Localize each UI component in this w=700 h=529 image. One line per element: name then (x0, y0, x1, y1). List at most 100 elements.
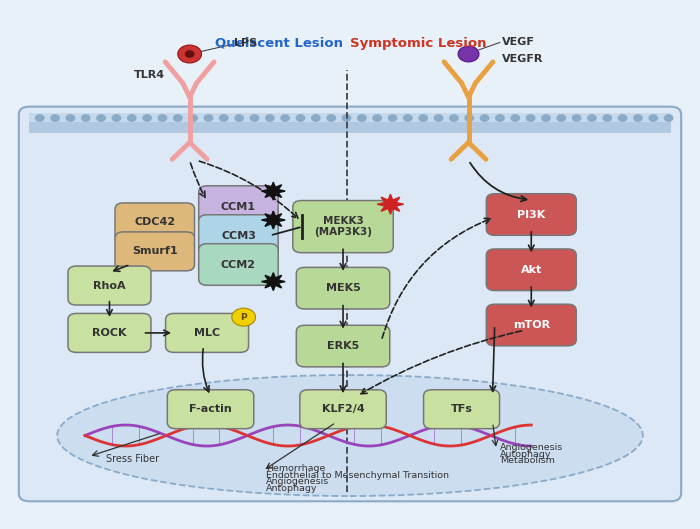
Text: P: P (240, 313, 247, 322)
Circle shape (664, 115, 673, 121)
Polygon shape (262, 182, 285, 200)
FancyBboxPatch shape (486, 304, 576, 346)
FancyBboxPatch shape (296, 325, 390, 367)
Text: ROCK: ROCK (92, 328, 127, 338)
Text: Angiogenesis: Angiogenesis (500, 443, 564, 452)
Circle shape (649, 115, 657, 121)
Circle shape (480, 115, 489, 121)
Circle shape (542, 115, 550, 121)
Text: ERK5: ERK5 (327, 341, 359, 351)
Circle shape (634, 115, 642, 121)
Text: VEGF: VEGF (502, 37, 535, 47)
Text: Hemorrhage: Hemorrhage (266, 464, 326, 473)
Circle shape (127, 115, 136, 121)
Circle shape (232, 308, 256, 326)
Circle shape (235, 115, 244, 121)
Polygon shape (262, 272, 285, 290)
Text: Autophagy: Autophagy (500, 450, 552, 459)
Bar (29, 122, 671, 133)
Circle shape (603, 115, 612, 121)
Text: LPS: LPS (234, 39, 257, 49)
Circle shape (511, 115, 519, 121)
Circle shape (66, 115, 75, 121)
FancyBboxPatch shape (296, 267, 390, 309)
Text: CCM2: CCM2 (221, 260, 256, 269)
Text: TLR4: TLR4 (134, 70, 165, 80)
Text: MEKK3
(MAP3K3): MEKK3 (MAP3K3) (314, 216, 372, 238)
Ellipse shape (57, 375, 643, 496)
Text: Symptomic Lesion: Symptomic Lesion (350, 37, 486, 50)
FancyBboxPatch shape (199, 186, 278, 227)
Circle shape (404, 115, 412, 121)
Text: MLC: MLC (194, 328, 220, 338)
Circle shape (358, 115, 366, 121)
FancyBboxPatch shape (486, 194, 576, 235)
Circle shape (174, 115, 182, 121)
FancyBboxPatch shape (199, 244, 278, 285)
FancyBboxPatch shape (166, 314, 248, 352)
Circle shape (389, 115, 397, 121)
FancyBboxPatch shape (115, 232, 195, 271)
Circle shape (618, 115, 626, 121)
Circle shape (465, 115, 473, 121)
Text: CCM1: CCM1 (221, 202, 256, 212)
Text: RhoA: RhoA (93, 280, 126, 290)
Text: TFs: TFs (451, 404, 473, 414)
Text: Sress Fiber: Sress Fiber (106, 454, 159, 464)
Text: Antophagy: Antophagy (266, 485, 318, 494)
Text: Akt: Akt (521, 264, 542, 275)
FancyBboxPatch shape (68, 266, 151, 305)
Circle shape (588, 115, 596, 121)
FancyBboxPatch shape (293, 200, 393, 253)
Circle shape (186, 51, 194, 57)
Text: Queiscent Lesion: Queiscent Lesion (215, 37, 343, 50)
Circle shape (342, 115, 351, 121)
Text: Metabolism: Metabolism (500, 457, 555, 466)
Text: PI3K: PI3K (517, 209, 545, 220)
Circle shape (143, 115, 151, 121)
FancyBboxPatch shape (199, 215, 278, 257)
Circle shape (251, 115, 259, 121)
FancyBboxPatch shape (424, 390, 500, 428)
FancyBboxPatch shape (19, 107, 681, 501)
Circle shape (36, 115, 44, 121)
Circle shape (189, 115, 197, 121)
Circle shape (51, 115, 60, 121)
Circle shape (281, 115, 289, 121)
Circle shape (112, 115, 120, 121)
Circle shape (458, 46, 479, 62)
FancyBboxPatch shape (486, 249, 576, 290)
Circle shape (373, 115, 382, 121)
Circle shape (312, 115, 320, 121)
Text: F-actin: F-actin (189, 404, 232, 414)
Circle shape (327, 115, 335, 121)
Bar (29, 113, 671, 122)
Circle shape (526, 115, 535, 121)
Circle shape (435, 115, 442, 121)
Polygon shape (262, 211, 285, 229)
Text: Angiogenesis: Angiogenesis (266, 478, 330, 487)
Text: mTOR: mTOR (512, 320, 550, 330)
Circle shape (496, 115, 504, 121)
FancyBboxPatch shape (167, 390, 254, 428)
Text: KLF2/4: KLF2/4 (322, 404, 365, 414)
Circle shape (296, 115, 304, 121)
FancyBboxPatch shape (300, 390, 386, 428)
Text: MEK5: MEK5 (326, 283, 360, 293)
Circle shape (220, 115, 228, 121)
Circle shape (557, 115, 566, 121)
FancyBboxPatch shape (115, 203, 195, 242)
Circle shape (158, 115, 167, 121)
Circle shape (97, 115, 105, 121)
Text: Smurf1: Smurf1 (132, 247, 178, 257)
Circle shape (82, 115, 90, 121)
Circle shape (419, 115, 428, 121)
Circle shape (573, 115, 581, 121)
Circle shape (265, 115, 274, 121)
Text: VEGFR: VEGFR (502, 54, 543, 64)
Circle shape (178, 45, 202, 63)
Polygon shape (377, 194, 404, 214)
Text: CCM3: CCM3 (221, 231, 256, 241)
Text: CDC42: CDC42 (134, 217, 175, 227)
Circle shape (204, 115, 213, 121)
